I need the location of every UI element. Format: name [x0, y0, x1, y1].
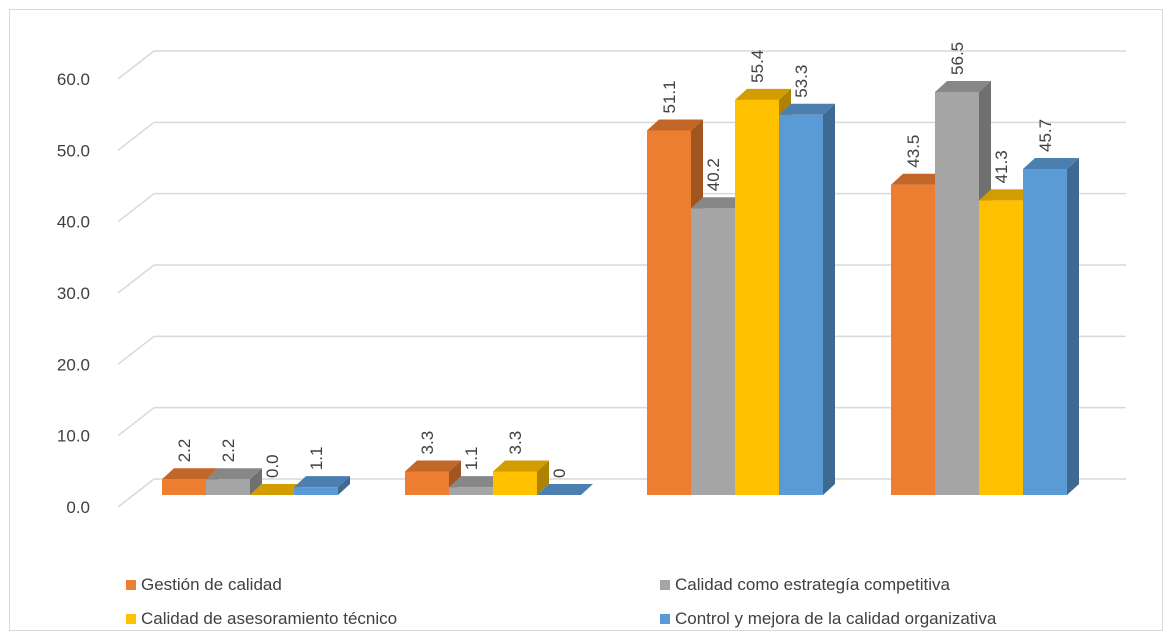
gridline-side — [117, 121, 155, 151]
data-label: 0.0 — [263, 454, 282, 478]
bar-top — [691, 197, 747, 209]
y-tick-label: 60.0 — [57, 70, 90, 89]
data-label: 56.5 — [948, 42, 967, 75]
bar-top — [647, 119, 703, 131]
bar-top — [405, 460, 461, 472]
legend-label-1: Gestión de calidad — [141, 575, 282, 594]
data-label: 53.3 — [792, 65, 811, 98]
data-label: 1.1 — [307, 447, 326, 471]
gridline-side — [117, 407, 155, 437]
data-label: 40.2 — [704, 158, 723, 191]
data-label: 55.4 — [748, 50, 767, 83]
data-label: 3.3 — [418, 431, 437, 455]
bar-front — [493, 471, 537, 495]
data-label: 2.2 — [219, 439, 238, 463]
bar-front — [935, 91, 979, 495]
legend-label-2: Calidad como estrategía competitiva — [675, 575, 950, 594]
bar-top — [1023, 158, 1079, 170]
y-tick-label: 50.0 — [57, 141, 90, 160]
legend-label-4: Control y mejora de la calidad organizat… — [675, 609, 997, 628]
gridline-side — [117, 335, 155, 365]
gridline-side — [117, 478, 155, 508]
bar-front — [162, 479, 206, 495]
data-label: 0 — [550, 469, 569, 478]
bar-top — [779, 103, 835, 115]
bar-front — [449, 487, 493, 495]
bar-top — [250, 484, 306, 495]
bar-front — [206, 479, 250, 495]
legend-item-2: Calidad como estrategía competitiva — [660, 575, 950, 595]
legend: Gestión de calidad Calidad como estrateg… — [118, 575, 1118, 637]
legend-item-3: Calidad de asesoramiento técnico — [126, 609, 397, 629]
bar-top — [979, 189, 1035, 201]
bar-front — [1023, 169, 1067, 496]
bar-front — [735, 99, 779, 496]
y-tick-label: 30.0 — [57, 284, 90, 303]
bar-front — [891, 184, 935, 495]
bar-side — [1067, 158, 1079, 496]
legend-label-3: Calidad de asesoramiento técnico — [141, 609, 398, 628]
bar-side — [537, 460, 549, 495]
gridline-side — [117, 264, 155, 294]
bar-top — [537, 484, 593, 495]
y-tick-label: 40.0 — [57, 213, 90, 232]
bar-top — [294, 476, 350, 488]
bar-top — [735, 88, 791, 100]
bar-front — [647, 130, 691, 495]
data-label: 3.3 — [506, 431, 525, 455]
legend-swatch-3 — [126, 614, 136, 624]
bar-top — [935, 80, 991, 92]
gridline-side — [117, 193, 155, 223]
bar-top — [449, 476, 505, 488]
bar-top — [493, 460, 549, 472]
legend-item-1: Gestión de calidad — [126, 575, 282, 595]
bar-side — [338, 476, 350, 495]
legend-swatch-4 — [660, 614, 670, 624]
data-label: 45.7 — [1036, 119, 1055, 152]
legend-swatch-1 — [126, 580, 136, 590]
bar-side — [823, 103, 835, 495]
bar-front — [779, 114, 823, 495]
bar-top — [162, 468, 218, 480]
data-label: 51.1 — [660, 80, 679, 113]
bar-top — [891, 173, 947, 185]
bar-front — [294, 487, 338, 495]
y-tick-label: 0.0 — [66, 498, 90, 517]
data-label: 1.1 — [462, 447, 481, 471]
bar-side — [250, 468, 262, 495]
bar-front — [691, 208, 735, 496]
bar-top — [206, 468, 262, 480]
gridline-side — [117, 50, 155, 80]
data-label: 2.2 — [175, 439, 194, 463]
bar-front — [979, 200, 1023, 496]
legend-swatch-2 — [660, 580, 670, 590]
data-label: 41.3 — [992, 150, 1011, 183]
data-label: 43.5 — [904, 135, 923, 168]
legend-item-4: Control y mejora de la calidad organizat… — [660, 609, 996, 629]
y-tick-label: 10.0 — [57, 427, 90, 446]
y-tick-label: 20.0 — [57, 355, 90, 374]
bar-front — [405, 471, 449, 495]
